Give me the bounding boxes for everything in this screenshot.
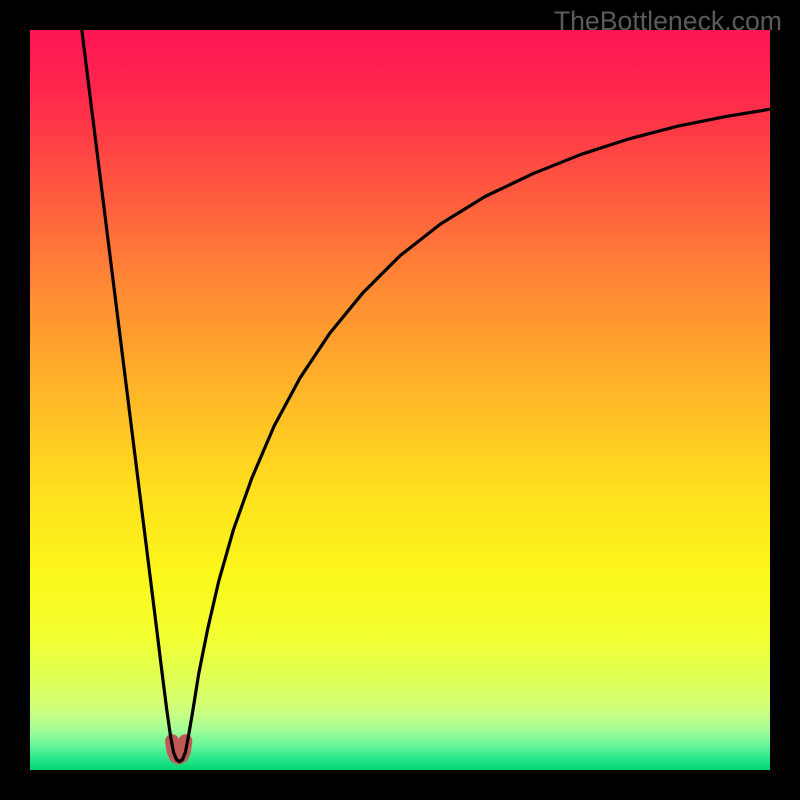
chart-stage: TheBottleneck.com — [0, 0, 800, 800]
watermark-text: TheBottleneck.com — [554, 6, 782, 37]
bottleneck-curve — [82, 30, 770, 761]
plot-frame — [30, 30, 770, 770]
curve-layer — [30, 30, 770, 770]
